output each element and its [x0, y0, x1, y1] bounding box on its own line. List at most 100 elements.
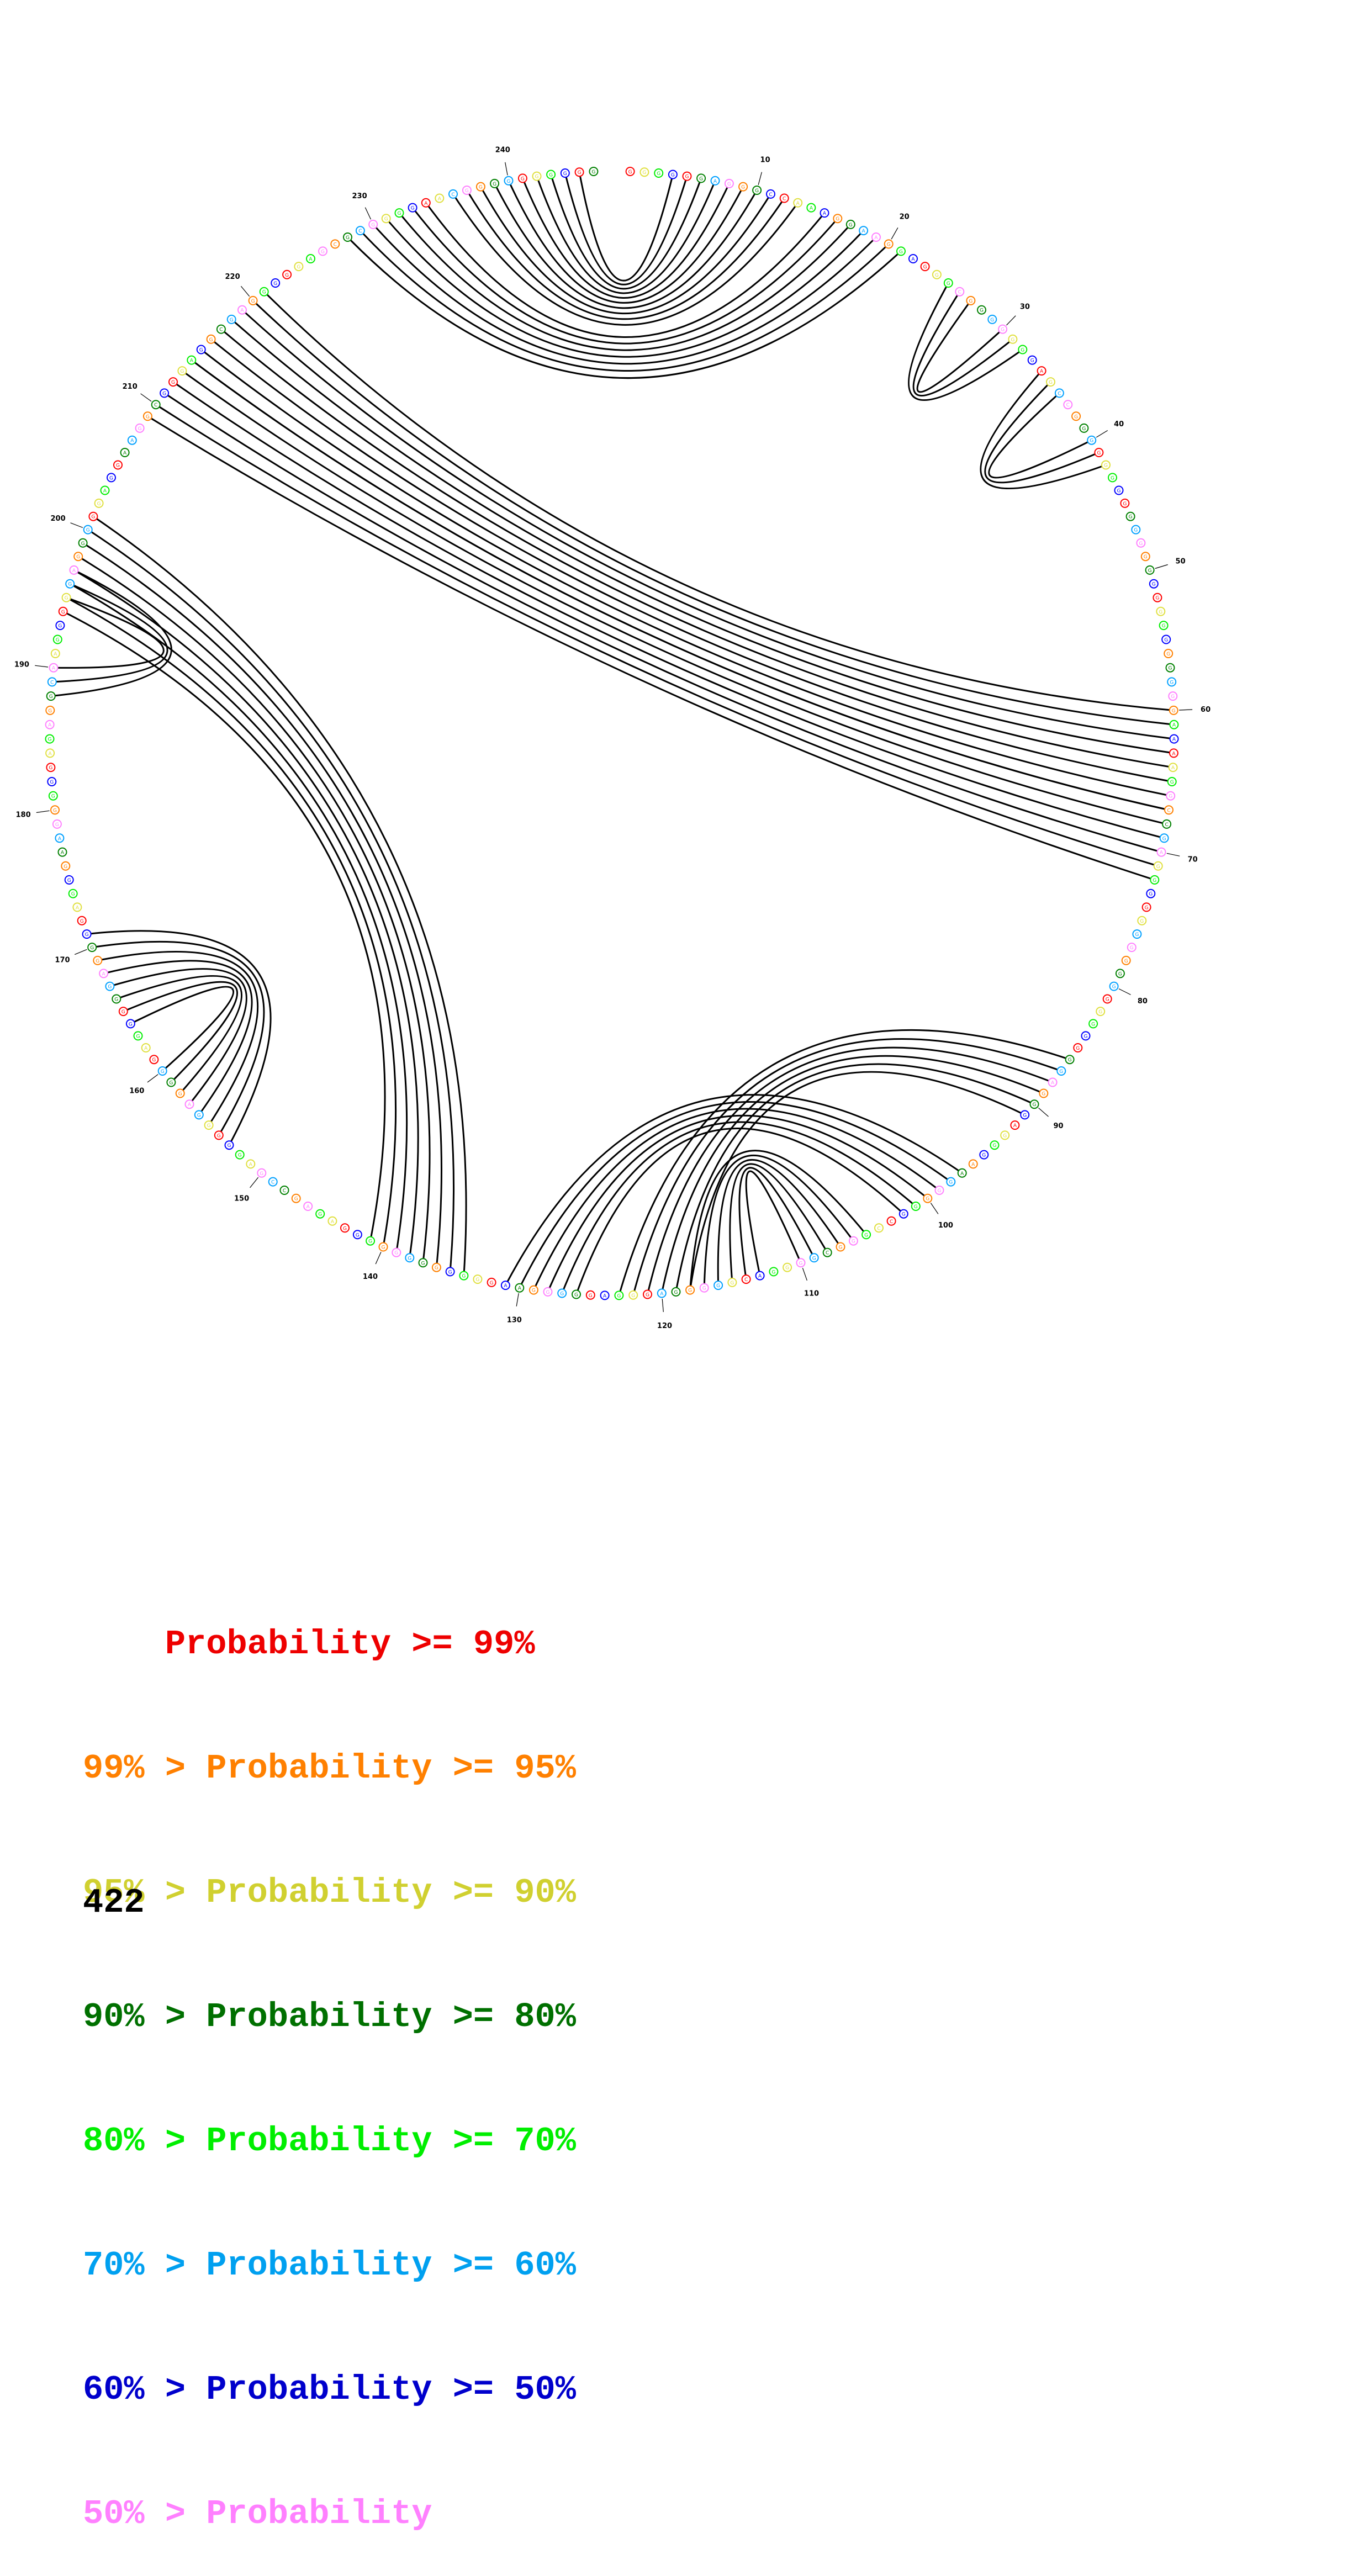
nucleotide-letter: G	[949, 1180, 953, 1186]
nucleotide-letter: G	[61, 610, 65, 615]
nucleotide-letter: G	[1159, 610, 1162, 615]
nucleotide-letter: G	[129, 1022, 133, 1027]
nucleotide-marker	[149, 1055, 159, 1065]
base-pair-arc	[191, 359, 1169, 811]
nucleotide-letter: G	[138, 426, 142, 432]
nucleotide-letter: G	[674, 1290, 678, 1295]
base-pair-arc	[689, 1150, 867, 1290]
nucleotide-marker	[1127, 943, 1137, 953]
nucleotide-letter: G	[152, 1057, 156, 1063]
nucleotide-marker	[61, 593, 71, 602]
nucleotide-marker	[1056, 1066, 1066, 1076]
nucleotide-marker	[47, 777, 57, 786]
legend-prefix: 90% >	[83, 1997, 207, 2037]
nucleotide-marker	[93, 955, 103, 965]
nucleotide-letter: C	[219, 327, 223, 333]
nucleotide-marker	[355, 226, 365, 236]
nucleotide-letter: G	[1170, 780, 1174, 785]
position-label: 30	[1020, 303, 1030, 311]
nucleotide-letter: G	[58, 623, 62, 629]
base-pair-arc	[97, 950, 259, 1126]
nucleotide-letter: G	[1166, 652, 1170, 657]
nucleotide-marker	[1159, 621, 1169, 631]
nucleotide-marker	[448, 189, 458, 199]
position-label: 150	[234, 1195, 249, 1203]
nucleotide-marker	[392, 1247, 401, 1257]
nucleotide-marker	[45, 705, 55, 715]
nucleotide-letter: A	[911, 257, 915, 262]
nucleotide-letter: A	[971, 1162, 975, 1167]
nucleotide-marker	[1048, 1077, 1058, 1087]
nucleotide-letter: G	[1049, 380, 1053, 385]
nucleotide-letter: G	[836, 216, 839, 222]
base-pair-arc	[547, 1114, 928, 1292]
nucleotide-marker	[194, 1110, 204, 1120]
nucleotide-marker	[1008, 334, 1018, 344]
nucleotide-letter: G	[209, 337, 213, 343]
nucleotide-letter: C	[1167, 808, 1170, 813]
nucleotide-marker	[946, 1177, 956, 1187]
base-pair-arc	[163, 392, 1162, 853]
position-tick	[70, 522, 83, 528]
base-pair-arc	[578, 172, 674, 282]
nucleotide-letter: G	[207, 1123, 211, 1129]
nucleotide-marker	[459, 1271, 469, 1281]
nucleotide-marker	[1131, 525, 1141, 535]
nucleotide-letter: G	[1098, 1009, 1102, 1015]
nucleotide-marker	[52, 634, 62, 644]
nucleotide-marker	[1167, 677, 1177, 687]
nucleotide-marker	[1094, 448, 1104, 457]
base-pair-arc	[347, 236, 902, 379]
nucleotide-marker	[394, 208, 404, 218]
nucleotide-marker	[142, 411, 152, 421]
nucleotide-marker	[738, 182, 748, 192]
nucleotide-letter: G	[574, 1293, 578, 1298]
nucleotide-letter: G	[368, 1239, 372, 1245]
nucleotide-letter: G	[411, 206, 415, 211]
nucleotide-letter: G	[90, 945, 94, 951]
legend-prefix: 60% >	[83, 2370, 207, 2409]
base-pair-arc	[210, 338, 1172, 782]
base-pair-arc	[53, 596, 165, 669]
nucleotide-letter: G	[260, 1171, 263, 1177]
nucleotide-letter: A	[249, 1162, 253, 1167]
nucleotide-letter: G	[839, 1245, 843, 1251]
nucleotide-letter: G	[1155, 596, 1159, 601]
position-label: 180	[16, 811, 31, 819]
base-pair-arc	[494, 183, 758, 309]
nucleotide-marker	[378, 1242, 388, 1252]
legend-prefix: 99% >	[83, 1749, 207, 1788]
position-label: 240	[495, 146, 510, 154]
base-pair-arc	[738, 1167, 815, 1279]
nucleotide-letter: G	[1021, 348, 1024, 353]
legend-prefix: 80% >	[83, 2122, 207, 2161]
nucleotide-marker	[235, 1150, 245, 1160]
nucleotide-marker	[752, 186, 762, 195]
nucleotide-letter: A	[58, 836, 62, 842]
nucleotide-letter: G	[1171, 694, 1175, 700]
nucleotide-marker	[381, 214, 391, 224]
nucleotide-letter: C	[877, 1226, 880, 1231]
position-label: 190	[14, 660, 29, 669]
nucleotide-letter: G	[1068, 1057, 1072, 1063]
nucleotide-marker	[52, 819, 62, 829]
nucleotide-letter: G	[146, 414, 150, 420]
nucleotide-marker	[1081, 1031, 1091, 1041]
base-pair-arc	[452, 193, 799, 326]
nucleotide-marker	[73, 552, 83, 562]
nucleotide-letter: C	[271, 1180, 274, 1186]
nucleotide-letter: A	[76, 905, 80, 911]
structure-number: 422	[83, 1883, 145, 1922]
nucleotide-marker	[625, 167, 635, 176]
nucleotide-marker	[987, 314, 997, 324]
nucleotide-marker	[94, 498, 104, 508]
nucleotide-marker	[1137, 916, 1147, 925]
nucleotide-letter: G	[1011, 337, 1014, 343]
nucleotide-marker	[366, 1236, 376, 1246]
base-pair-arc	[689, 1071, 1026, 1290]
nucleotide-marker	[47, 677, 57, 687]
legend-row-5: 70% > Probability >= 60%	[83, 2245, 576, 2286]
nucleotide-letter: G	[48, 737, 52, 743]
legend-text: Probability	[206, 2494, 432, 2533]
nucleotide-marker	[55, 621, 65, 631]
